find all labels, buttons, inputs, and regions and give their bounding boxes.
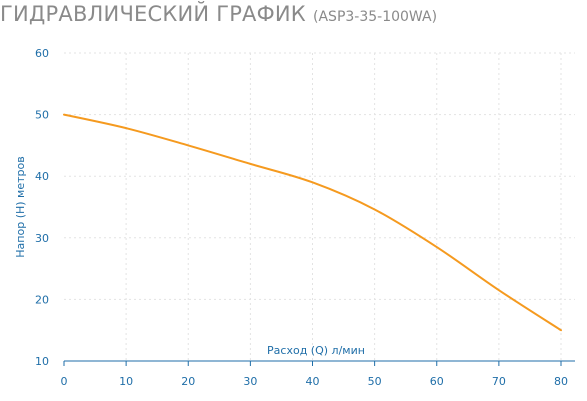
y-axis-label: Напор (H) метров xyxy=(14,156,27,257)
chart-title: ГИДРАВЛИЧЕСКИЙ ГРАФИК (ASP3-35-100WA) xyxy=(0,2,437,26)
y-tick-label: 20 xyxy=(35,293,49,306)
chart-series xyxy=(63,113,562,332)
x-axis-label: Расход (Q) л/мин xyxy=(267,344,365,357)
y-tick-label: 40 xyxy=(35,170,49,183)
y-tick-label: 10 xyxy=(35,355,49,368)
x-tick-label: 0 xyxy=(61,375,68,388)
y-tick-label: 60 xyxy=(35,47,49,60)
series-line xyxy=(63,113,562,332)
y-tick-labels: 10 20 30 40 50 60 xyxy=(35,47,49,368)
y-tick-label: 30 xyxy=(35,232,49,245)
x-tick-label: 80 xyxy=(554,375,568,388)
chart-title-model: (ASP3-35-100WA) xyxy=(313,9,438,25)
x-tick-label: 70 xyxy=(492,375,506,388)
x-tick-label: 10 xyxy=(119,375,133,388)
x-tick-label: 50 xyxy=(368,375,382,388)
y-tick-label: 50 xyxy=(35,109,49,122)
chart-title-main: ГИДРАВЛИЧЕСКИЙ ГРАФИК xyxy=(0,2,306,26)
chart-grid xyxy=(64,52,575,361)
chart-axes xyxy=(63,360,575,366)
x-tick-labels: 0 10 20 30 40 50 60 70 80 xyxy=(61,375,569,388)
x-tick-label: 20 xyxy=(181,375,195,388)
x-tick-label: 40 xyxy=(306,375,320,388)
x-tick-label: 60 xyxy=(430,375,444,388)
x-tick-label: 30 xyxy=(243,375,257,388)
